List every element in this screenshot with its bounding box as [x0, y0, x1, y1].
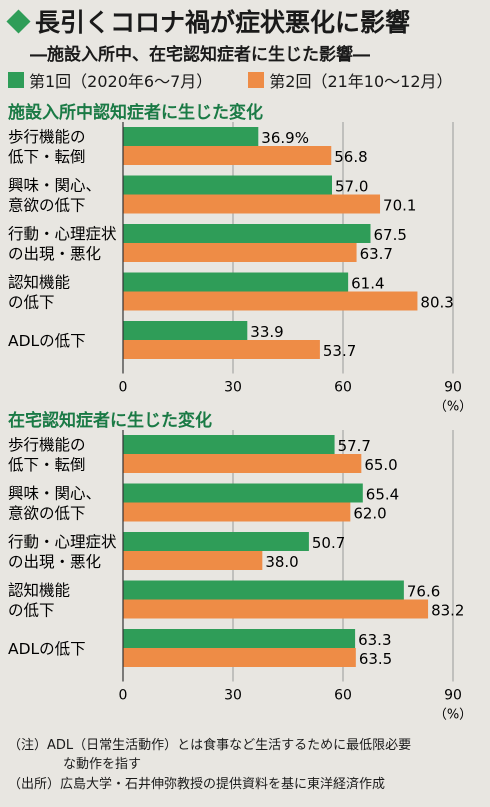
- bar-series1: [123, 321, 248, 340]
- bar-series1: [123, 224, 371, 243]
- bar-series2: [123, 502, 351, 522]
- bar-series2: [123, 340, 320, 359]
- category-label: 行動・心理症状: [8, 533, 117, 551]
- tick-label: 90: [444, 688, 462, 704]
- data-label: 65.0: [364, 456, 397, 474]
- bar-series2: [123, 599, 429, 619]
- tick-label: 90: [444, 380, 462, 396]
- data-label: 67.5: [374, 226, 407, 244]
- data-label: 80.3: [420, 294, 453, 312]
- category-label: 興味・関心、: [8, 485, 101, 503]
- note-line-2: な動作を指す: [63, 757, 142, 772]
- legend-item-series1: 第1回（2020年6〜7月）: [8, 68, 212, 92]
- bar-series1: [123, 435, 335, 454]
- tick-label: 30: [224, 380, 242, 396]
- section-title-home: 在宅認知症者に生じた変化: [8, 411, 212, 431]
- bar-series1: [123, 580, 404, 600]
- category-label: 低下・転倒: [8, 456, 86, 474]
- category-label: 行動・心理症状: [8, 225, 117, 243]
- data-label: 63.7: [360, 245, 393, 263]
- bar-series1: [123, 629, 356, 648]
- data-label: 62.0: [353, 505, 386, 523]
- legend: 第1回（2020年6〜7月） 第2回（21年10〜12月）: [8, 68, 489, 92]
- legend-swatch-series2: [248, 72, 265, 88]
- category-label: 認知機能: [8, 582, 70, 600]
- data-label: 63.5: [359, 650, 392, 668]
- tick-label: 0: [119, 688, 128, 704]
- bar-series2: [123, 291, 418, 311]
- category-label: ADLの低下: [8, 332, 86, 350]
- category-label: 興味・関心、: [8, 177, 101, 195]
- tick-label: 30: [224, 688, 242, 704]
- data-label: 50.7: [312, 534, 345, 552]
- category-label: 歩行機能の: [8, 128, 86, 146]
- data-label: 83.2: [431, 602, 464, 620]
- data-label: 57.0: [335, 178, 368, 196]
- category-label: 意欲の低下: [8, 196, 86, 215]
- bar-series2: [123, 454, 362, 473]
- category-label: 意欲の低下: [8, 504, 86, 523]
- category-label: 低下・転倒: [8, 148, 86, 166]
- legend-label-series1: 第1回（2020年6〜7月）: [29, 72, 213, 91]
- chart-subtitle: ―施設入所中、在宅認知症者に生じた影響―: [30, 45, 370, 65]
- bar-series1: [123, 175, 332, 195]
- chart-title: 長引くコロナ禍が症状悪化に影響: [35, 8, 411, 37]
- source-note: （出所）広島大学・石井伸弥教授の提供資料を基に東洋経済作成: [8, 777, 386, 792]
- data-label: 57.7: [338, 437, 371, 455]
- bar-series2: [123, 648, 356, 667]
- title-row: 長引くコロナ禍が症状悪化に影響: [6, 4, 410, 38]
- category-label: の出現・悪化: [8, 245, 101, 263]
- data-label: 61.4: [351, 275, 384, 293]
- category-label: ADLの低下: [8, 640, 86, 658]
- tick-label: 0: [119, 380, 128, 396]
- data-label: 33.9: [250, 323, 283, 341]
- category-label: 認知機能: [8, 274, 70, 292]
- bar-series2: [123, 243, 357, 262]
- bar-series1: [123, 532, 309, 551]
- bar-series1: [123, 127, 259, 146]
- bar-series2: [123, 146, 332, 165]
- bar-series2: [123, 551, 263, 570]
- category-label: の低下: [8, 602, 55, 620]
- data-label: 38.0: [265, 553, 298, 571]
- legend-swatch-series1: [8, 72, 24, 88]
- tick-label: 60: [334, 380, 352, 396]
- unit-label: （%）: [434, 708, 472, 721]
- data-label: 56.8: [334, 148, 367, 166]
- bar-series2: [123, 194, 381, 214]
- legend-item-series2: 第2回（21年10〜12月）: [248, 68, 453, 92]
- legend-label-series2: 第2回（21年10〜12月）: [269, 72, 453, 91]
- data-label: 53.7: [323, 342, 356, 360]
- bar-series1: [123, 272, 349, 292]
- category-label: 歩行機能の: [8, 436, 86, 454]
- unit-label: （%）: [434, 400, 472, 413]
- data-label: 65.4: [366, 486, 399, 504]
- category-label: の出現・悪化: [8, 553, 101, 571]
- diamond-icon: [6, 8, 31, 34]
- note-adl: （注）ADL（日常生活動作）とは食事など生活するために最低限必要 な動作を指す: [8, 736, 411, 774]
- data-label: 70.1: [383, 197, 416, 215]
- section-title-facility: 施設入所中認知症者に生じた変化: [8, 103, 263, 123]
- data-label: 76.6: [407, 583, 440, 601]
- note-line-1: （注）ADL（日常生活動作）とは食事など生活するために最低限必要: [8, 738, 412, 753]
- data-label: 63.3: [358, 631, 391, 649]
- category-label: の低下: [8, 294, 55, 312]
- tick-label: 60: [334, 688, 352, 704]
- data-label: 36.9%: [261, 129, 309, 147]
- bar-series1: [123, 483, 363, 503]
